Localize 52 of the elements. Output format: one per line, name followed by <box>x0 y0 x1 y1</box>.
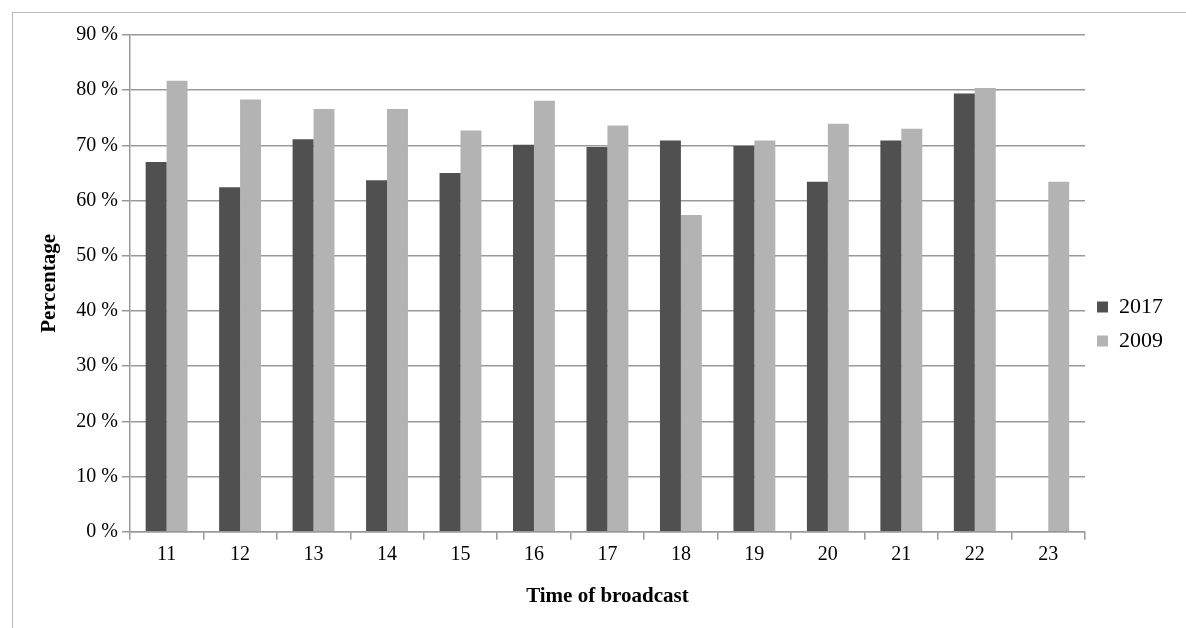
x-tick-label: 22 <box>964 542 985 565</box>
x-tick-label: 13 <box>303 542 324 565</box>
y-tick-label: 0 % <box>86 519 118 542</box>
y-tick-label: 50 % <box>76 243 118 266</box>
bar <box>901 128 923 532</box>
bar <box>586 147 608 532</box>
y-tick-label: 40 % <box>76 298 118 321</box>
bar <box>1048 181 1070 532</box>
x-tick-label: 21 <box>891 542 912 565</box>
bar <box>659 140 681 532</box>
legend-label: 2009 <box>1119 326 1163 352</box>
bar <box>439 173 461 532</box>
y-tick-label: 90 % <box>76 22 118 45</box>
bar <box>733 145 755 532</box>
x-tick-label: 20 <box>817 542 838 565</box>
bar <box>607 125 629 532</box>
bar <box>533 100 555 532</box>
bar <box>366 180 388 532</box>
bar <box>806 181 828 532</box>
legend-label: 2017 <box>1119 292 1163 318</box>
x-tick-label: 18 <box>670 542 691 565</box>
x-tick-label: 19 <box>744 542 765 565</box>
bar <box>680 214 702 532</box>
bar <box>166 80 188 532</box>
x-tick-label: 11 <box>156 542 177 565</box>
bar <box>240 99 262 532</box>
bar <box>754 140 776 532</box>
x-tick-label: 15 <box>450 542 471 565</box>
x-axis-title: Time of broadcast <box>526 582 689 607</box>
bar <box>513 144 534 532</box>
x-tick-label: 23 <box>1038 542 1059 565</box>
bar <box>313 108 335 532</box>
bar <box>292 139 314 532</box>
bar <box>387 108 408 532</box>
bar <box>460 130 482 532</box>
bar <box>219 187 241 532</box>
bar <box>827 123 849 532</box>
x-tick-label: 16 <box>523 542 544 565</box>
y-tick-label: 80 % <box>76 77 118 100</box>
y-tick-label: 60 % <box>76 187 118 210</box>
bar <box>145 161 167 532</box>
y-tick-label: 30 % <box>76 353 118 376</box>
bar <box>880 140 902 532</box>
y-tick-label: 70 % <box>76 132 118 155</box>
x-tick-label: 12 <box>230 542 251 565</box>
x-tick-label: 14 <box>377 542 398 565</box>
y-tick-label: 10 % <box>76 463 118 486</box>
y-axis-title: Percentage <box>36 234 61 333</box>
bar <box>953 93 975 532</box>
y-tick-label: 20 % <box>76 408 118 431</box>
bar <box>974 87 996 532</box>
x-tick-label: 17 <box>597 542 618 565</box>
